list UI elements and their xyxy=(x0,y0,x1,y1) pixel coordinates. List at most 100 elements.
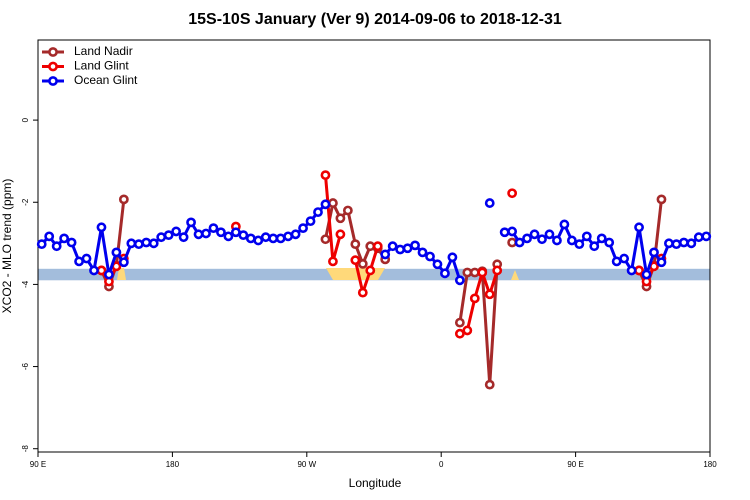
data-point xyxy=(634,265,644,276)
data-point xyxy=(484,198,495,208)
data-point xyxy=(253,235,264,246)
land-patch xyxy=(117,268,126,280)
data-point xyxy=(305,216,316,227)
data-point xyxy=(163,230,174,241)
data-point xyxy=(417,247,428,258)
data-point xyxy=(454,328,465,339)
legend-label: Land Nadir xyxy=(74,44,133,58)
data-point xyxy=(216,227,226,238)
data-point xyxy=(469,267,480,278)
data-point xyxy=(581,231,592,242)
data-point xyxy=(118,257,129,268)
data-point xyxy=(589,241,600,252)
legend-marker xyxy=(48,76,58,86)
data-point xyxy=(440,268,450,279)
data-point xyxy=(507,188,518,199)
data-point xyxy=(328,256,338,267)
data-point xyxy=(559,219,570,230)
data-point xyxy=(596,233,607,244)
data-point xyxy=(626,265,637,276)
data-point xyxy=(454,317,465,328)
data-point xyxy=(656,194,667,205)
data-point xyxy=(268,233,279,244)
x-tick-label: 180 xyxy=(166,460,180,469)
data-point xyxy=(320,234,331,245)
data-point xyxy=(178,232,189,243)
data-point xyxy=(223,231,234,242)
data-point xyxy=(507,226,518,237)
data-point xyxy=(566,235,577,246)
y-tick-label: -8 xyxy=(21,445,30,453)
data-point xyxy=(425,251,435,262)
legend-marker xyxy=(48,47,58,57)
data-point xyxy=(342,205,353,216)
data-point xyxy=(649,247,659,258)
data-point xyxy=(574,239,585,250)
data-point xyxy=(701,231,712,242)
data-point xyxy=(365,265,376,276)
data-point xyxy=(59,233,70,244)
x-tick-label: 90 W xyxy=(297,460,316,469)
data-point xyxy=(484,379,495,390)
data-point xyxy=(126,238,137,249)
land-patch xyxy=(326,268,385,280)
y-tick-label: -2 xyxy=(21,198,30,206)
data-point xyxy=(111,247,122,258)
data-point xyxy=(604,237,615,248)
data-point xyxy=(462,325,473,336)
data-point xyxy=(51,241,62,252)
data-point xyxy=(544,229,555,240)
data-point xyxy=(552,235,562,246)
data-point xyxy=(350,255,361,266)
y-tick-label: -6 xyxy=(21,362,30,370)
data-point xyxy=(686,238,697,249)
data-point xyxy=(462,267,473,278)
data-point xyxy=(66,237,77,248)
data-point xyxy=(245,233,256,244)
data-point xyxy=(201,228,211,239)
data-point xyxy=(522,233,532,244)
data-point xyxy=(641,269,652,280)
data-point xyxy=(193,229,204,240)
y-tick-label: 0 xyxy=(21,117,30,122)
data-point xyxy=(395,244,406,255)
data-point xyxy=(320,170,331,181)
data-point xyxy=(380,249,391,260)
data-point xyxy=(298,223,308,234)
data-point xyxy=(611,256,622,267)
data-point xyxy=(171,226,182,237)
data-point xyxy=(260,232,271,243)
data-point xyxy=(484,289,495,300)
data-point xyxy=(74,256,84,267)
data-point xyxy=(238,230,249,241)
x-tick-label: 180 xyxy=(703,460,717,469)
x-axis-label: Longitude xyxy=(349,476,402,490)
data-point xyxy=(372,241,383,252)
data-point xyxy=(387,241,398,252)
x-tick-label: 90 E xyxy=(30,460,46,469)
data-point xyxy=(133,239,144,250)
data-point xyxy=(118,194,129,205)
data-point xyxy=(432,259,443,270)
data-point xyxy=(469,293,480,304)
data-point xyxy=(283,231,294,242)
data-point xyxy=(275,233,286,244)
data-point xyxy=(96,222,107,233)
data-point xyxy=(96,265,107,276)
legend-label: Ocean Glint xyxy=(74,73,138,87)
data-point xyxy=(350,239,361,250)
legend-label: Land Glint xyxy=(74,59,129,73)
land-patch xyxy=(511,270,519,280)
data-point xyxy=(447,252,458,263)
data-point xyxy=(664,238,674,249)
data-point xyxy=(410,240,420,251)
data-point xyxy=(656,257,667,268)
data-point xyxy=(357,287,368,298)
data-point xyxy=(335,213,346,224)
data-point xyxy=(529,229,540,240)
data-point xyxy=(402,243,413,254)
data-point xyxy=(208,223,219,234)
data-point xyxy=(313,207,323,218)
data-point xyxy=(320,199,331,210)
series-line xyxy=(100,199,663,387)
